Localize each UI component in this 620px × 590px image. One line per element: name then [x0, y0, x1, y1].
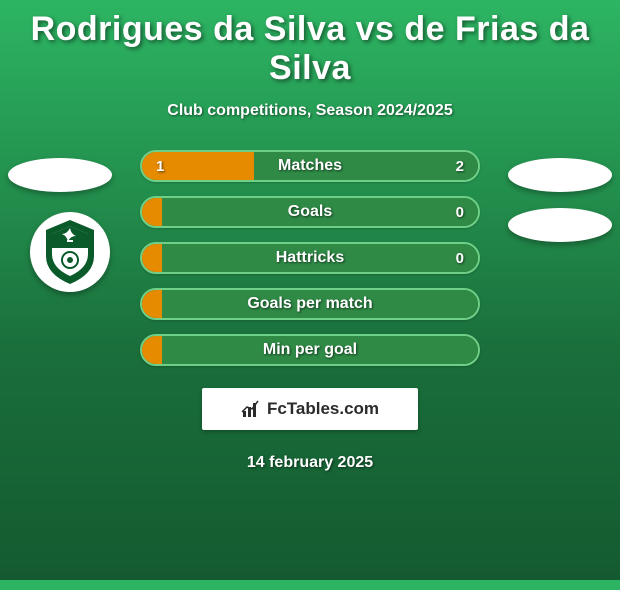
- team-crest-left: [30, 212, 110, 292]
- page-title: Rodrigues da Silva vs de Frias da Silva: [0, 10, 620, 88]
- branding-text: FcTables.com: [267, 399, 379, 419]
- stat-bar-left-fill: [142, 244, 162, 272]
- stat-bar: Hattricks0: [140, 242, 480, 274]
- stat-bar-value-left: 1: [156, 152, 164, 180]
- stat-bar-value-right: 0: [456, 244, 464, 272]
- stat-bar-left-fill: [142, 290, 162, 318]
- stat-bar-right-fill: [162, 244, 478, 272]
- stat-bar-value-right: 0: [456, 198, 464, 226]
- stat-bar-value-right: 2: [456, 152, 464, 180]
- stat-bar: Goals per match: [140, 288, 480, 320]
- stat-bar-right-fill: [162, 198, 478, 226]
- stat-bar: Matches12: [140, 150, 480, 182]
- branding-badge: FcTables.com: [202, 388, 418, 430]
- right-oval-2: [508, 208, 612, 242]
- stat-bars: Matches12Goals0Hattricks0Goals per match…: [140, 150, 480, 380]
- stat-bar-right-fill: [162, 336, 478, 364]
- stat-bar-right-fill: [162, 290, 478, 318]
- page-subtitle: Club competitions, Season 2024/2025: [0, 102, 620, 120]
- stat-bar-left-fill: [142, 336, 162, 364]
- stat-bar-left-fill: [142, 198, 162, 226]
- chart-icon: [241, 399, 261, 419]
- left-oval-1: [8, 158, 112, 192]
- snapshot-date: 14 february 2025: [0, 454, 620, 472]
- comparison-area: Matches12Goals0Hattricks0Goals per match…: [0, 150, 620, 380]
- stat-bar: Goals0: [140, 196, 480, 228]
- right-oval-1: [508, 158, 612, 192]
- stat-bar: Min per goal: [140, 334, 480, 366]
- crest-svg: [30, 212, 110, 292]
- stat-bar-right-fill: [254, 152, 478, 180]
